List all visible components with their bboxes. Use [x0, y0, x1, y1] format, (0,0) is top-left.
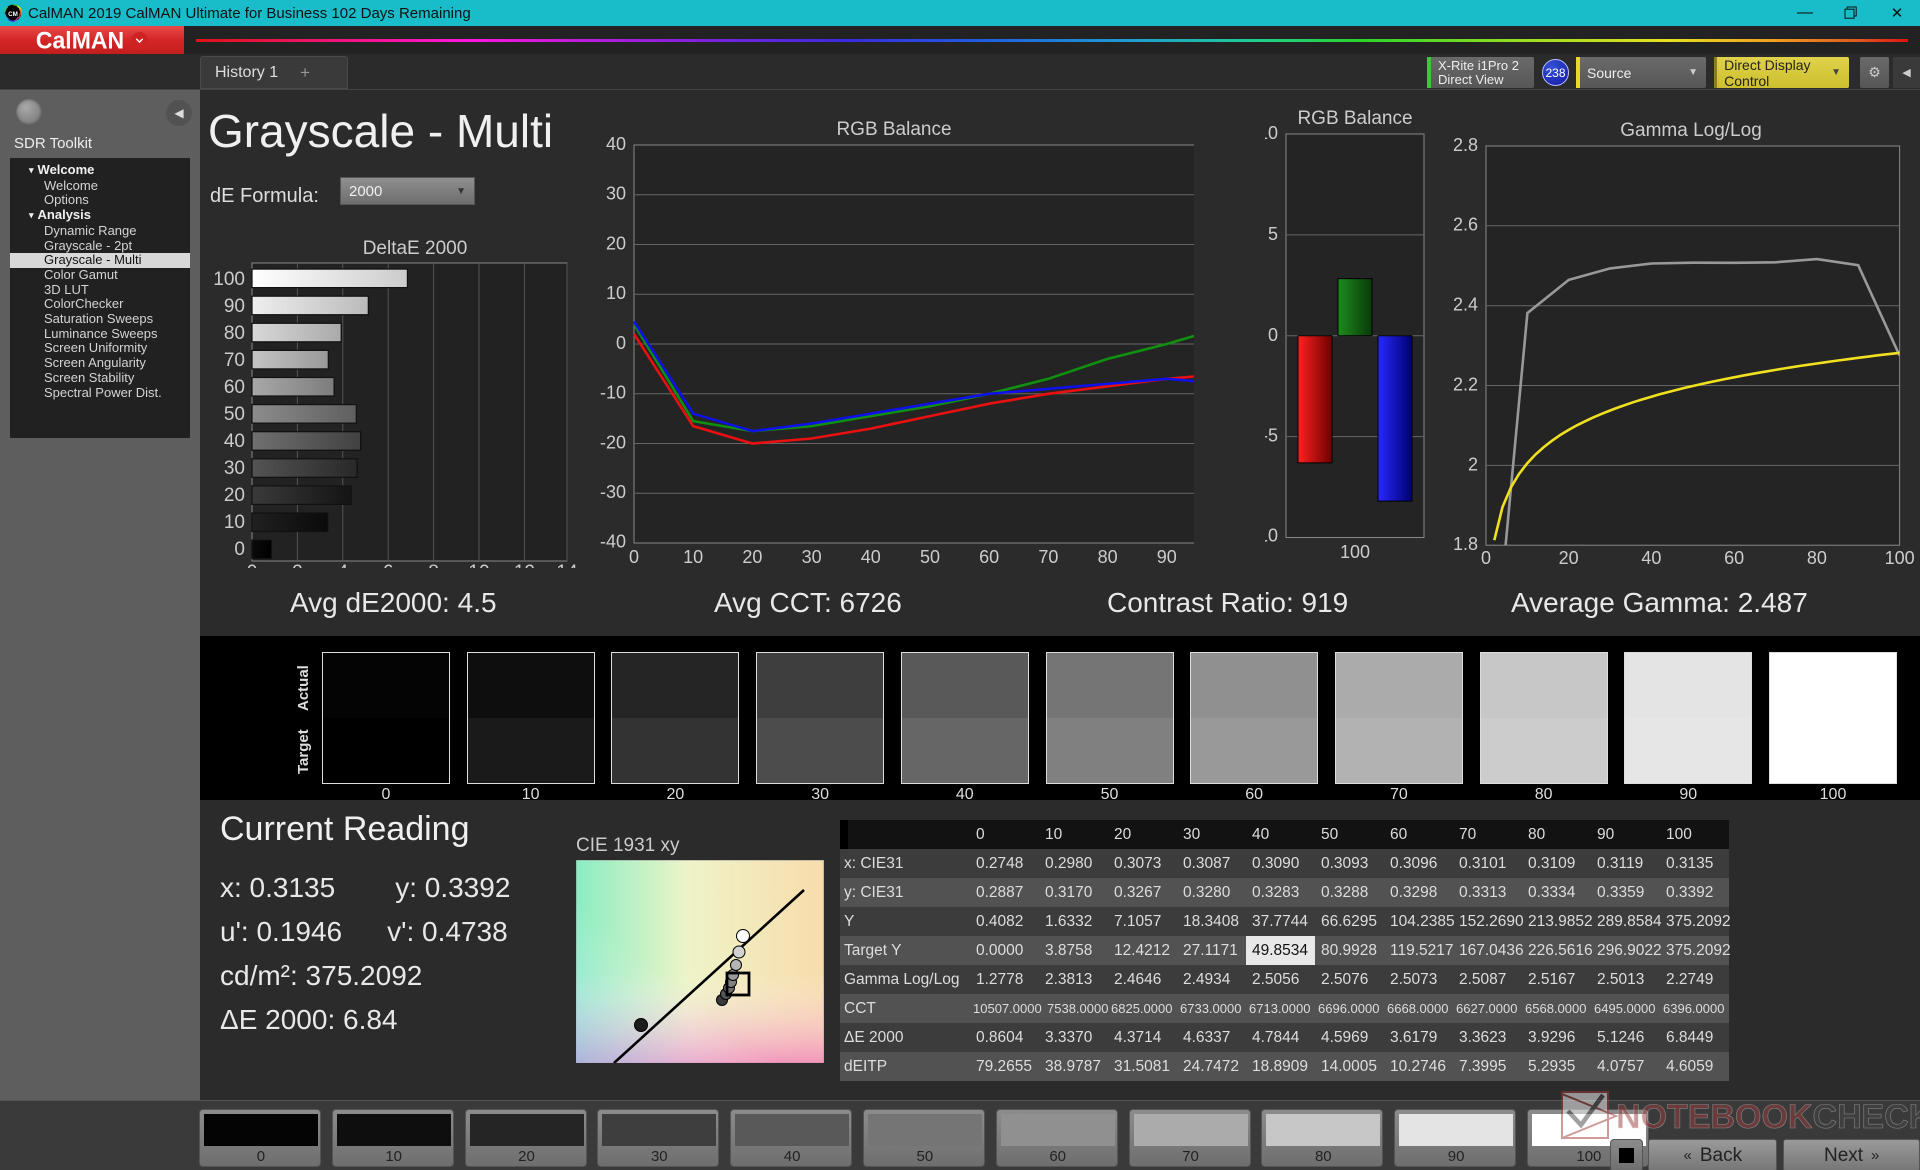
svg-text:-20: -20 — [600, 432, 626, 452]
svg-text:0: 0 — [1481, 548, 1491, 568]
svg-text:40: 40 — [861, 547, 881, 567]
svg-text:-5: -5 — [1265, 426, 1278, 446]
svg-text:2.8: 2.8 — [1453, 135, 1478, 155]
svg-text:40: 40 — [224, 431, 245, 452]
svg-text:60: 60 — [1724, 548, 1744, 568]
svg-text:8: 8 — [428, 562, 439, 568]
svg-text:DeltaE 2000: DeltaE 2000 — [363, 238, 468, 259]
svg-text:90: 90 — [224, 296, 245, 317]
svg-text:Gamma Log/Log: Gamma Log/Log — [1620, 120, 1762, 141]
svg-text:1.8: 1.8 — [1453, 534, 1478, 554]
svg-text:0: 0 — [234, 539, 245, 560]
svg-text:RGB Balance: RGB Balance — [1297, 108, 1412, 129]
svg-text:50: 50 — [224, 404, 245, 425]
svg-text:20: 20 — [224, 485, 245, 506]
svg-text:60: 60 — [224, 377, 245, 398]
svg-text:-10: -10 — [600, 383, 626, 403]
svg-text:30: 30 — [224, 458, 245, 479]
svg-text:12: 12 — [514, 562, 535, 568]
svg-text:80: 80 — [1807, 548, 1827, 568]
svg-text:50: 50 — [920, 547, 940, 567]
svg-text:RGB Balance: RGB Balance — [836, 119, 951, 140]
svg-text:0: 0 — [616, 333, 626, 353]
svg-text:0: 0 — [247, 562, 258, 568]
svg-text:CM: CM — [8, 11, 18, 18]
svg-text:40: 40 — [606, 134, 626, 154]
svg-text:80: 80 — [224, 323, 245, 344]
svg-text:-10: -10 — [1265, 526, 1278, 546]
svg-text:20: 20 — [1559, 548, 1579, 568]
svg-text:30: 30 — [606, 184, 626, 204]
svg-text:90: 90 — [1157, 547, 1177, 567]
svg-text:0: 0 — [629, 547, 639, 567]
svg-text:5: 5 — [1268, 224, 1278, 244]
svg-text:-40: -40 — [600, 532, 626, 552]
svg-text:10: 10 — [606, 283, 626, 303]
svg-text:2.6: 2.6 — [1453, 215, 1478, 235]
svg-text:6: 6 — [383, 562, 394, 568]
svg-text:2: 2 — [292, 562, 303, 568]
svg-text:70: 70 — [224, 350, 245, 371]
svg-text:10: 10 — [468, 562, 489, 568]
svg-text:100: 100 — [1340, 542, 1370, 562]
svg-text:60: 60 — [979, 547, 999, 567]
svg-text:10: 10 — [1265, 123, 1278, 143]
svg-text:80: 80 — [1098, 547, 1118, 567]
svg-text:20: 20 — [606, 233, 626, 253]
svg-text:14: 14 — [556, 562, 578, 568]
svg-text:10: 10 — [224, 512, 245, 533]
svg-text:-30: -30 — [600, 482, 626, 502]
svg-text:20: 20 — [742, 547, 762, 567]
svg-text:2.4: 2.4 — [1453, 295, 1478, 315]
svg-text:10: 10 — [683, 547, 703, 567]
svg-text:100: 100 — [213, 269, 245, 290]
svg-text:4: 4 — [338, 562, 349, 568]
svg-text:40: 40 — [1641, 548, 1661, 568]
svg-text:2.2: 2.2 — [1453, 374, 1478, 394]
svg-text:0: 0 — [1268, 325, 1278, 345]
svg-text:70: 70 — [1038, 547, 1058, 567]
svg-text:2: 2 — [1468, 454, 1478, 474]
svg-text:30: 30 — [802, 547, 822, 567]
svg-text:100: 100 — [1885, 548, 1915, 568]
